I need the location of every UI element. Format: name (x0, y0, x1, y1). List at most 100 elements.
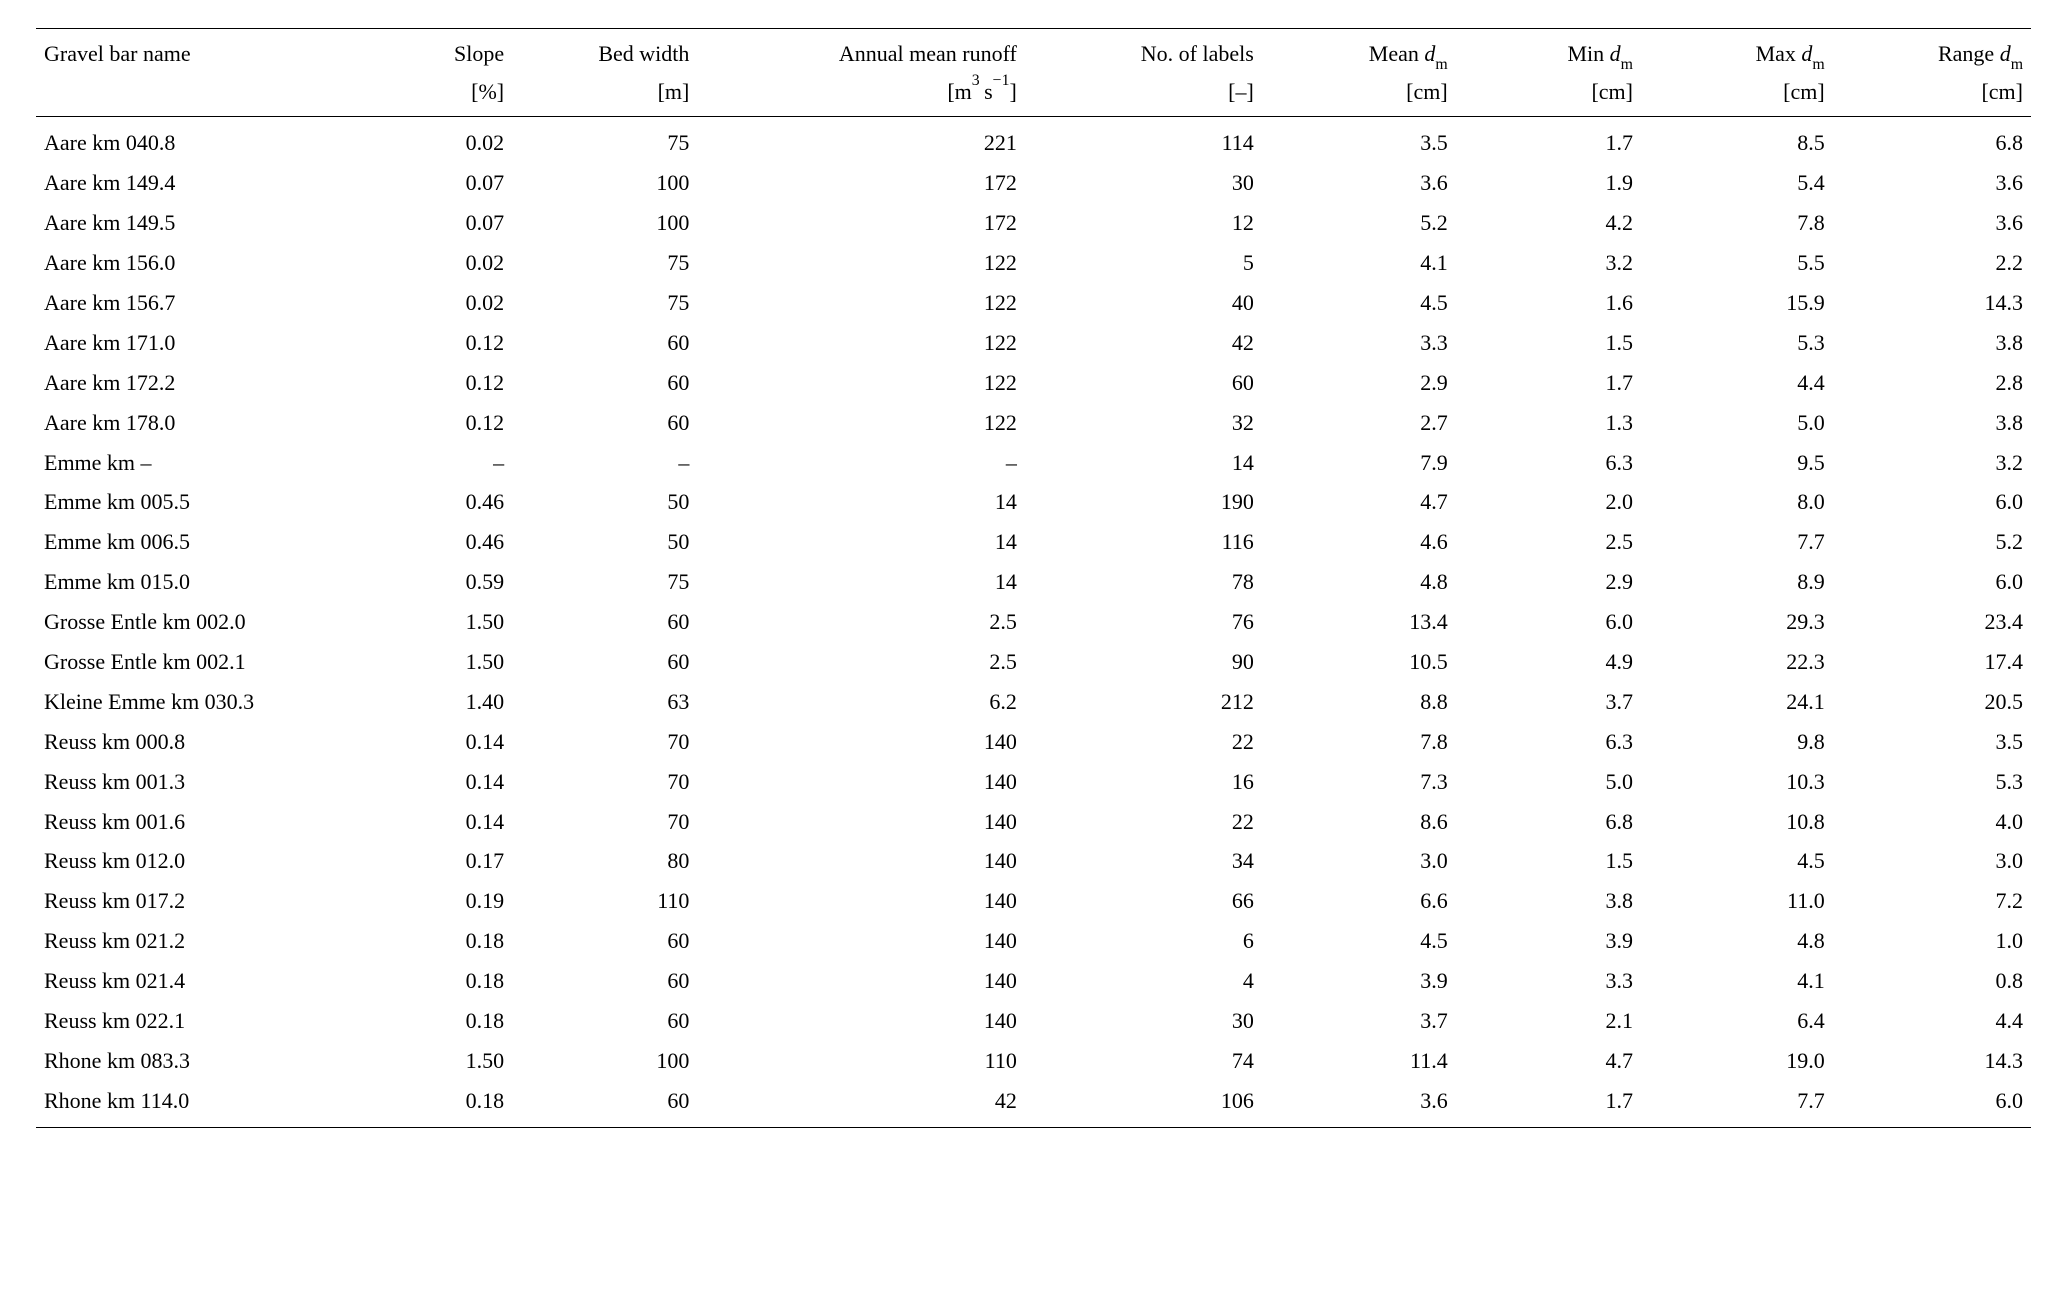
table-cell: 5.4 (1641, 163, 1833, 203)
table-cell: 140 (697, 841, 1024, 881)
table-row: Aare km 149.40.07100172303.61.95.43.6 (36, 163, 2031, 203)
table-cell: 70 (512, 722, 697, 762)
table-cell: 16 (1025, 762, 1262, 802)
table-cell: 14 (1025, 443, 1262, 483)
table-cell: 5.5 (1641, 243, 1833, 283)
table-cell: 7.7 (1641, 1081, 1833, 1127)
table-cell: 6.2 (697, 682, 1024, 722)
table-cell: 2.9 (1262, 363, 1456, 403)
table-cell: 221 (697, 117, 1024, 163)
col-header-runoff: Annual mean runoff (697, 29, 1024, 73)
table-cell: 11.0 (1641, 881, 1833, 921)
table-cell: 3.2 (1456, 243, 1641, 283)
table-cell: 6.0 (1833, 1081, 2031, 1127)
table-cell: 63 (512, 682, 697, 722)
table-cell: 6.3 (1456, 443, 1641, 483)
gravel-bar-table: Gravel bar name Slope Bed width Annual m… (36, 28, 2031, 1128)
table-cell: 0.18 (383, 1001, 512, 1041)
table-cell: 8.9 (1641, 562, 1833, 602)
table-cell: 140 (697, 961, 1024, 1001)
table-cell: Emme km 005.5 (36, 482, 383, 522)
table-cell: 4.4 (1833, 1001, 2031, 1041)
table-cell: 6.0 (1456, 602, 1641, 642)
table-cell: – (512, 443, 697, 483)
table-cell: 22 (1025, 722, 1262, 762)
table-cell: 6.8 (1833, 117, 2031, 163)
table-cell: 66 (1025, 881, 1262, 921)
table-cell: 76 (1025, 602, 1262, 642)
table-cell: 23.4 (1833, 602, 2031, 642)
table-cell: Aare km 156.0 (36, 243, 383, 283)
table-cell: 75 (512, 562, 697, 602)
table-cell: 5.0 (1456, 762, 1641, 802)
table-cell: 3.5 (1833, 722, 2031, 762)
table-cell: Aare km 149.5 (36, 203, 383, 243)
table-cell: 0.18 (383, 921, 512, 961)
table-row: Reuss km 001.30.1470140167.35.010.35.3 (36, 762, 2031, 802)
table-cell: 0.18 (383, 961, 512, 1001)
table-cell: Reuss km 000.8 (36, 722, 383, 762)
table-cell: 0.12 (383, 403, 512, 443)
table-cell: 42 (697, 1081, 1024, 1127)
table-cell: 60 (512, 642, 697, 682)
table-cell: 78 (1025, 562, 1262, 602)
table-row: Aare km 040.80.02752211143.51.78.56.8 (36, 117, 2031, 163)
table-cell: 3.0 (1262, 841, 1456, 881)
table-cell: 190 (1025, 482, 1262, 522)
table-cell: 4.8 (1641, 921, 1833, 961)
table-cell: 114 (1025, 117, 1262, 163)
table-row: Rhone km 083.31.501001107411.44.719.014.… (36, 1041, 2031, 1081)
table-cell: – (383, 443, 512, 483)
table-body: Aare km 040.80.02752211143.51.78.56.8 Aar… (36, 117, 2031, 1127)
table-cell: 34 (1025, 841, 1262, 881)
table-cell: 29.3 (1641, 602, 1833, 642)
table-cell: 2.5 (1456, 522, 1641, 562)
table-cell: 6.4 (1641, 1001, 1833, 1041)
table-cell: 75 (512, 243, 697, 283)
table-cell: 50 (512, 522, 697, 562)
table-cell: 140 (697, 802, 1024, 842)
table-cell: 0.02 (383, 243, 512, 283)
table-cell: 172 (697, 163, 1024, 203)
table-row: Grosse Entle km 002.11.50602.59010.54.92… (36, 642, 2031, 682)
table-cell: 140 (697, 762, 1024, 802)
table-cell: 60 (512, 363, 697, 403)
table-cell: 14.3 (1833, 283, 2031, 323)
table-cell: 1.50 (383, 642, 512, 682)
table-row: Reuss km 000.80.1470140227.86.39.83.5 (36, 722, 2031, 762)
table-cell: 110 (697, 1041, 1024, 1081)
table-cell: 3.5 (1262, 117, 1456, 163)
table-cell: 4.8 (1262, 562, 1456, 602)
table-cell: 3.6 (1262, 163, 1456, 203)
col-unit-maxdm: [cm] (1641, 73, 1833, 117)
table-cell: 20.5 (1833, 682, 2031, 722)
table-cell: 172 (697, 203, 1024, 243)
table-cell: 3.3 (1262, 323, 1456, 363)
table-cell: 10.8 (1641, 802, 1833, 842)
col-header-name: Gravel bar name (36, 29, 383, 73)
col-unit-rangedm: [cm] (1833, 73, 2031, 117)
table-cell: 1.5 (1456, 323, 1641, 363)
table-cell: 50 (512, 482, 697, 522)
table-cell: 13.4 (1262, 602, 1456, 642)
table-cell: 60 (512, 961, 697, 1001)
table-cell: 0.02 (383, 283, 512, 323)
table-row: Kleine Emme km 030.31.40636.22128.83.724… (36, 682, 2031, 722)
table-cell: 122 (697, 243, 1024, 283)
table-cell: Reuss km 017.2 (36, 881, 383, 921)
table-cell: 7.8 (1641, 203, 1833, 243)
table-cell: 4.7 (1262, 482, 1456, 522)
col-unit-runoff: [m3 s−1] (697, 73, 1024, 117)
col-header-maxdm: Max dm (1641, 29, 1833, 73)
table-cell: 90 (1025, 642, 1262, 682)
table-cell: 4.4 (1641, 363, 1833, 403)
table-cell: Aare km 172.2 (36, 363, 383, 403)
table-cell: 3.6 (1262, 1081, 1456, 1127)
table-cell: 3.9 (1456, 921, 1641, 961)
table-cell: 6.0 (1833, 482, 2031, 522)
table-cell: 0.8 (1833, 961, 2031, 1001)
table-cell: 0.19 (383, 881, 512, 921)
table-cell: 24.1 (1641, 682, 1833, 722)
table-cell: 0.14 (383, 802, 512, 842)
table-cell: 32 (1025, 403, 1262, 443)
